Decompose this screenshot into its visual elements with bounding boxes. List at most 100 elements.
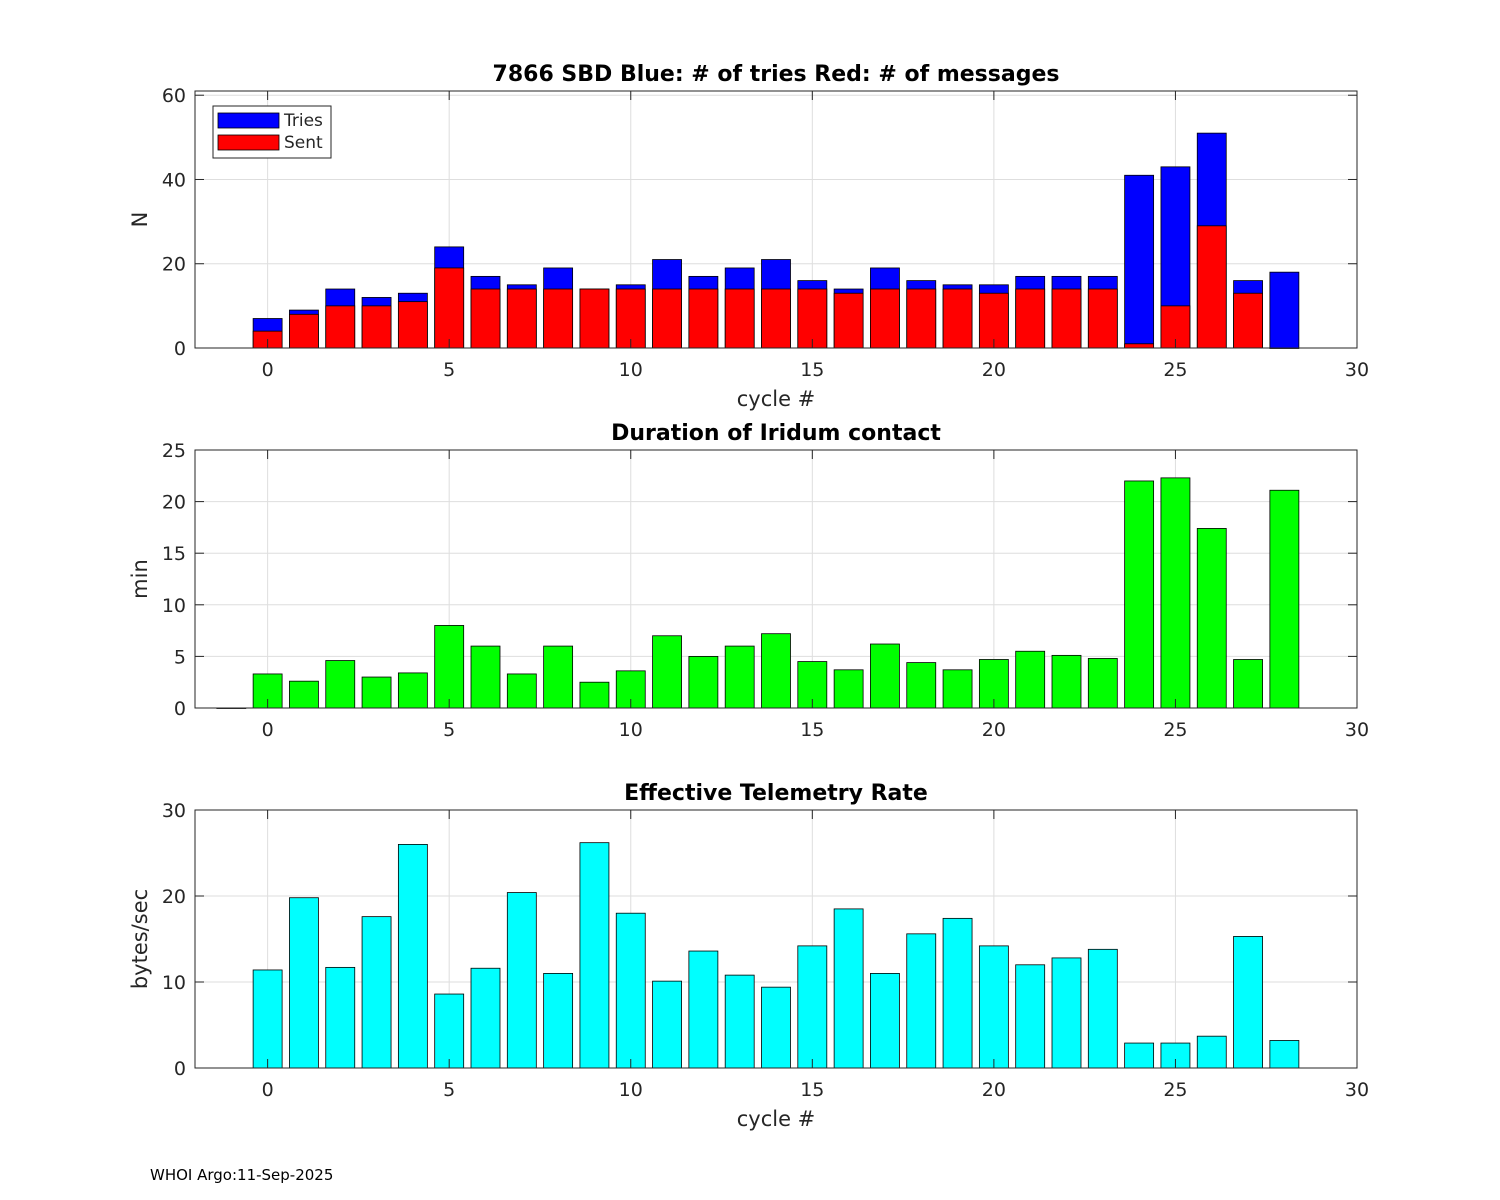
- bar: [470, 967, 501, 1069]
- legend-swatch-sent: [217, 134, 280, 151]
- bar-sent: [833, 292, 864, 349]
- bar: [761, 986, 791, 1069]
- x-tick-label: 30: [1345, 1079, 1369, 1101]
- y-tick-label: 0: [174, 698, 186, 720]
- bars: [252, 132, 1300, 349]
- bar: [615, 912, 646, 1069]
- x-tick-label: 15: [800, 719, 824, 741]
- bar: [1087, 658, 1118, 709]
- bar: [652, 980, 682, 1069]
- bar-sent: [942, 288, 973, 349]
- x-tick-label: 30: [1345, 719, 1369, 741]
- footer-stamp: WHOI Argo:11-Sep-2025: [150, 1166, 334, 1184]
- telemetry-rate-chart: 0 5 10 15 20 25 30 0 10 20 30 Effective Telemetry R…: [128, 781, 1369, 1131]
- tries-vs-messages-chart: 0 5 10 15 20 25 30 0 20 40 60 7866 SBD Blue: # of t…: [128, 62, 1369, 411]
- bar: [797, 945, 828, 1069]
- bar-sent: [978, 292, 1009, 349]
- x-tick-label: 15: [800, 359, 824, 381]
- x-axis-label: cycle #: [737, 387, 816, 411]
- x-tick-label: 15: [800, 1079, 824, 1101]
- bar-sent: [325, 305, 356, 349]
- bar: [1233, 659, 1263, 709]
- y-tick-label: 25: [162, 440, 186, 462]
- bar: [434, 625, 465, 709]
- bar: [1269, 489, 1300, 709]
- bar: [1124, 1042, 1155, 1069]
- x-tick-label: 5: [443, 719, 455, 741]
- bar: [289, 897, 319, 1069]
- y-tick-label: 40: [162, 169, 186, 191]
- iridium-contact-duration-chart: 0 5 10 15 20 25 30 0 5 10 15 20 25 Duration of Iridum…: [128, 421, 1369, 741]
- bar: [833, 669, 864, 709]
- bar: [1087, 948, 1118, 1069]
- bar: [1269, 1040, 1300, 1069]
- bar: [543, 973, 574, 1069]
- x-tick-label: 0: [262, 359, 274, 381]
- y-tick-label: 10: [162, 595, 186, 617]
- bar: [1015, 650, 1046, 709]
- chart-title: Duration of Iridum contact: [611, 421, 941, 446]
- y-axis-label: N: [128, 212, 152, 228]
- bar: [543, 645, 574, 709]
- bar: [434, 993, 465, 1069]
- chart-title: Effective Telemetry Rate: [624, 781, 928, 806]
- bar: [652, 635, 682, 709]
- bar: [1051, 654, 1082, 709]
- x-tick-label: 25: [1163, 359, 1187, 381]
- bar: [506, 673, 537, 709]
- chart-title: 7866 SBD Blue: # of tries Red: # of mess…: [493, 62, 1060, 87]
- bar-sent: [1087, 288, 1118, 349]
- y-axis-label: bytes/sec: [128, 889, 152, 989]
- bar: [797, 661, 828, 709]
- y-tick-label: 5: [174, 646, 186, 668]
- bar-sent: [579, 288, 610, 349]
- bar-sent: [1051, 288, 1082, 349]
- bar-tries: [1124, 174, 1155, 349]
- legend-swatch-tries: [217, 112, 280, 129]
- bar-sent: [397, 301, 428, 349]
- bar-sent: [1124, 343, 1155, 349]
- x-tick-label: 30: [1345, 359, 1369, 381]
- bar-sent: [615, 288, 646, 349]
- bar: [470, 645, 501, 709]
- y-tick-label: 20: [162, 492, 186, 514]
- x-tick-label: 25: [1163, 1079, 1187, 1101]
- legend-label-sent: Sent: [284, 133, 323, 153]
- x-tick-label: 10: [619, 719, 643, 741]
- bar: [1233, 936, 1263, 1069]
- bar: [325, 660, 356, 709]
- x-tick-label: 10: [619, 1079, 643, 1101]
- axes-frame: [194, 90, 1358, 349]
- y-tick-label: 30: [162, 800, 186, 822]
- bar-sent: [1196, 225, 1227, 349]
- bar: [942, 669, 973, 709]
- bar: [579, 842, 610, 1069]
- bar: [1015, 964, 1046, 1069]
- x-tick-label: 0: [262, 1079, 274, 1101]
- bar: [1124, 480, 1155, 709]
- bar-sent: [724, 288, 755, 349]
- x-tick-label: 20: [982, 1079, 1006, 1101]
- bar: [397, 672, 428, 709]
- y-tick-label: 15: [162, 543, 186, 565]
- bar-sent: [506, 288, 537, 349]
- x-tick-label: 5: [443, 359, 455, 381]
- y-tick-label: 0: [174, 338, 186, 360]
- bars: [216, 477, 1300, 709]
- bar: [870, 643, 900, 709]
- y-tick-label: 60: [162, 85, 186, 107]
- bar-sent: [906, 288, 937, 349]
- bar-sent: [434, 267, 465, 349]
- bar: [942, 917, 973, 1069]
- bar: [1160, 477, 1191, 709]
- x-tick-label: 25: [1163, 719, 1187, 741]
- y-tick-label: 0: [174, 1058, 186, 1080]
- bar: [579, 681, 610, 709]
- bar-sent: [797, 288, 828, 349]
- y-tick-label: 10: [162, 972, 186, 994]
- bars: [252, 842, 1300, 1069]
- bar-sent: [688, 288, 719, 349]
- axes-frame: [194, 809, 1358, 1069]
- bar: [252, 969, 283, 1069]
- bar: [1196, 1035, 1227, 1069]
